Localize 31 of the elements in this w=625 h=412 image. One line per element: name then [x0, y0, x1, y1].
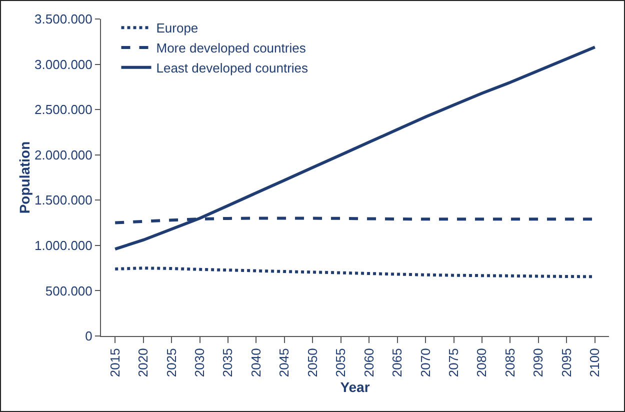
x-tick-label: 2025 [164, 348, 179, 378]
x-tick-label: 2070 [418, 348, 433, 378]
x-tick-label: 2065 [390, 348, 405, 378]
y-axis-title: Population [16, 141, 33, 214]
x-tick-label: 2080 [474, 348, 490, 378]
x-tick-label: 2085 [502, 348, 518, 378]
y-tick-label: 500.000 [45, 283, 92, 298]
legend-label: Least developed countries [156, 60, 309, 76]
x-tick-label: 2020 [136, 348, 151, 378]
x-tick-label: 2015 [107, 348, 122, 378]
x-tick-label: 2040 [248, 348, 264, 378]
x-tick-label: 2035 [220, 348, 236, 378]
x-tick-label: 2050 [304, 348, 320, 378]
x-tick-label: 2095 [558, 348, 574, 378]
x-tick-label: 2075 [446, 348, 462, 378]
y-tick-label: 0 [85, 328, 92, 344]
legend-label: Europe [156, 20, 198, 36]
y-tick-label: 1.000.000 [34, 238, 92, 253]
x-tick-label: 2055 [333, 348, 348, 378]
y-tick-label: 3.000.000 [34, 56, 92, 72]
legend-label: More developed countries [156, 40, 306, 56]
x-tick-label: 2090 [530, 348, 546, 378]
y-tick-label: 1.500.000 [34, 192, 92, 208]
x-tick-label: 2030 [192, 348, 208, 378]
y-tick-label: 2.500.000 [34, 102, 92, 118]
y-tick-label: 3.500.000 [34, 12, 92, 27]
x-tick-label: 2060 [361, 348, 376, 378]
x-tick-label: 2100 [587, 348, 602, 378]
x-axis-title: Year [340, 379, 370, 396]
x-tick-label: 2045 [276, 348, 292, 378]
y-tick-label: 2.000.000 [34, 147, 92, 162]
